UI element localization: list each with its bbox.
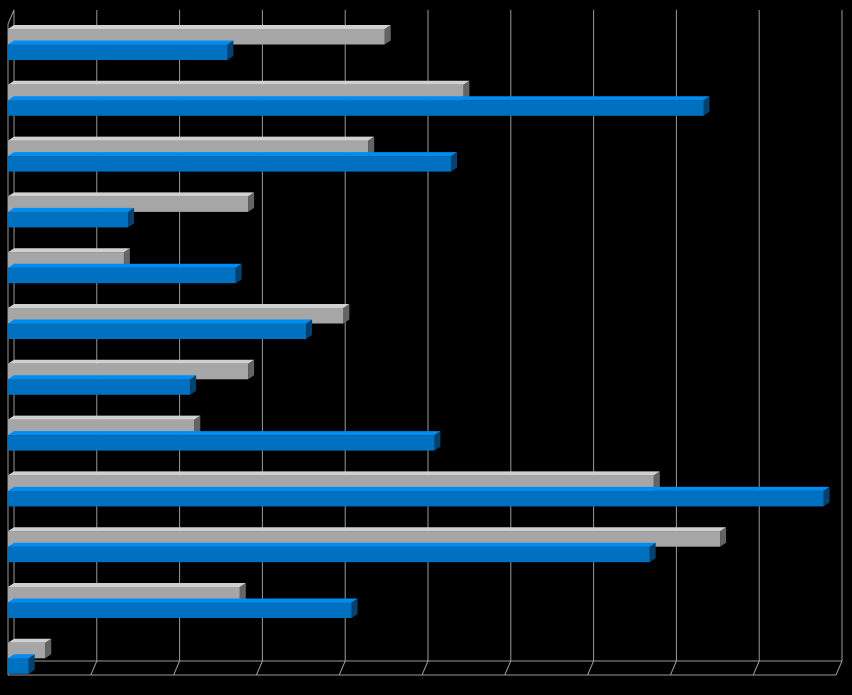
bar-end-face [227,40,234,60]
bar-top-face [8,486,830,491]
bar-end-face [306,319,313,339]
bar [8,654,35,674]
bar-top-face [8,136,375,141]
bar-end-face [434,431,441,451]
bar-top-face [8,583,246,587]
bar-front-face [8,323,307,339]
bar-front-face [8,435,435,451]
bar-end-face [653,471,660,491]
bar-top-face [8,542,656,547]
bar [8,598,358,618]
bar-end-face [235,263,242,284]
bar-end-face [450,152,457,172]
bar-front-face [8,156,451,172]
floor-gridline [90,660,98,676]
bar-top-face [8,40,234,45]
bar-top-face [8,263,242,268]
bar-top-face [8,207,135,212]
bar-end-face [190,375,197,395]
bar-end-face [703,96,710,116]
bar-front-face [8,100,704,116]
bar-front-face [8,490,824,507]
bar-top-face [8,471,660,476]
bar-end-face [649,542,656,563]
bar [8,486,830,507]
wall-top-corner-edge [7,9,15,25]
bar-end-face [239,583,246,603]
bar-top-face [8,527,727,532]
bar-top-face [8,152,457,157]
bar-end-face [368,136,375,157]
bar [8,319,313,339]
floor-gridline [669,660,677,676]
floor-gridline [752,660,760,676]
bar [8,263,242,284]
bar-end-face [351,598,358,618]
bar-top-face [8,319,313,324]
floor-gridline [587,660,595,676]
bar-layer [8,25,830,674]
bar-top-face [8,415,201,420]
bar-front-face [8,211,129,228]
bar [8,96,710,116]
bar-end-face [194,415,201,436]
bar-end-face [45,638,52,659]
bar-front-face [8,44,228,60]
bar [8,431,441,451]
bar-end-face [248,359,255,380]
bar-top-face [8,25,391,29]
bar-top-face [8,359,255,364]
bar-end-face [823,486,830,507]
bar [8,375,197,395]
bar-end-face [128,207,135,228]
bar-end-face [123,248,130,268]
bar-top-face [8,96,710,101]
bar-end-face [720,527,727,547]
bar [8,152,457,172]
bar-end-face [463,80,470,101]
floor-gridline [338,660,346,676]
floor-gridline [504,660,512,676]
floor-gridline [421,660,429,676]
bar-top-face [8,304,350,308]
bar-top-face [8,248,130,253]
floor-gridline [835,660,843,676]
bar [8,207,135,228]
bar-end-face [343,304,350,324]
bar [8,542,656,563]
bar-top-face [8,192,255,197]
bar-top-face [8,654,35,659]
bar-front-face [8,546,650,563]
bar-front-face [8,658,29,674]
floor-gridline [173,660,181,676]
bar-front-face [8,379,191,395]
bar-end-face [384,25,391,45]
bar-end-face [28,654,35,674]
bar-top-face [8,375,197,380]
bar-top-face [8,598,358,603]
bar [8,40,234,60]
bar-top-face [8,638,52,643]
bar-front-face [8,267,236,284]
floor-gridline [255,660,263,676]
bar-top-face [8,80,470,85]
bar-end-face [248,192,255,212]
bar-front-face [8,602,352,618]
bar-top-face [8,431,441,436]
